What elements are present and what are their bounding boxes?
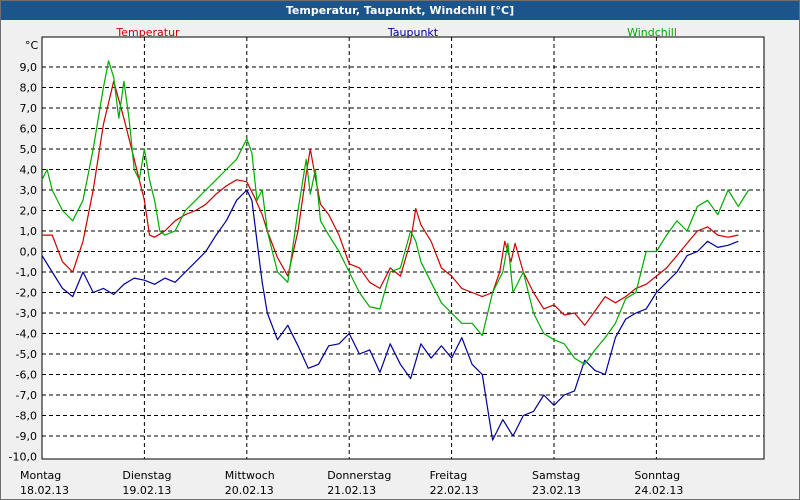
series-line-windchill [41,60,750,365]
y-tick-label: -4,0 [16,328,37,341]
x-tick-date: 22.02.13 [430,484,479,497]
y-tick-label: -9,0 [16,430,37,443]
y-tick-label: 8,0 [20,82,38,95]
y-tick-label: 2,0 [20,205,38,218]
legend-item-windchill: Windchill [627,26,677,39]
y-tick-label: -1,0 [16,266,37,279]
legend-item-temperatur: Temperatur [115,26,180,39]
x-tick-day: Sonntag [634,469,680,482]
y-tick-label: -3,0 [16,307,37,320]
series-line-temperatur [42,80,739,326]
legend-item-taupunkt: Taupunkt [387,26,439,39]
y-tick-label: -2,0 [16,287,37,300]
y-tick-label: -8,0 [16,410,37,423]
y-tick-label: 7,0 [20,102,38,115]
y-tick-label: -7,0 [16,389,37,402]
y-tick-label: -6,0 [16,369,37,382]
y-tick-label: 3,0 [20,184,38,197]
x-tick-labels: Montag 18.02.13 Dienstag 19.02.13 Mittwoch 20… [20,469,683,497]
plot-area [41,36,765,460]
y-tick-label: 5,0 [20,143,38,156]
x-tick-day: Freitag [430,469,468,482]
x-tick-day: Samstag [532,469,580,482]
x-tick-day: Donnerstag [327,469,391,482]
y-tick-label: 9,0 [20,61,38,74]
y-tick-labels: 9,0 8,0 7,0 6,0 5,0 4,0 3,0 2,0 1,0 0,0 -1,0 -2,0 -3… [9,61,37,464]
y-axis-unit: °C [25,39,39,52]
horizontal-gridlines [42,66,764,437]
series-line-taupunkt [41,189,739,441]
y-tick-label: -5,0 [16,348,37,361]
legend: Temperatur Taupunkt Windchill [115,26,677,39]
x-tick-day: Mittwoch [225,469,275,482]
series-lines [41,60,750,441]
x-tick-day: Dienstag [122,469,171,482]
y-tick-label: 1,0 [20,225,38,238]
x-tick-date: 20.02.13 [225,484,274,497]
x-tick-date: 19.02.13 [122,484,171,497]
y-tick-label: 0,0 [20,246,38,259]
x-tick-date: 24.02.13 [634,484,683,497]
x-tick-date: 23.02.13 [532,484,581,497]
x-tick-date: 18.02.13 [20,484,69,497]
chart-title: Temperatur, Taupunkt, Windchill [°C] [1,1,799,20]
x-tick-day: Montag [20,469,61,482]
vertical-gridlines [143,37,657,459]
x-tick-date: 21.02.13 [327,484,376,497]
y-tick-label: 6,0 [20,123,38,136]
y-tick-label: 4,0 [20,164,38,177]
y-tick-label: -10,0 [9,451,37,464]
